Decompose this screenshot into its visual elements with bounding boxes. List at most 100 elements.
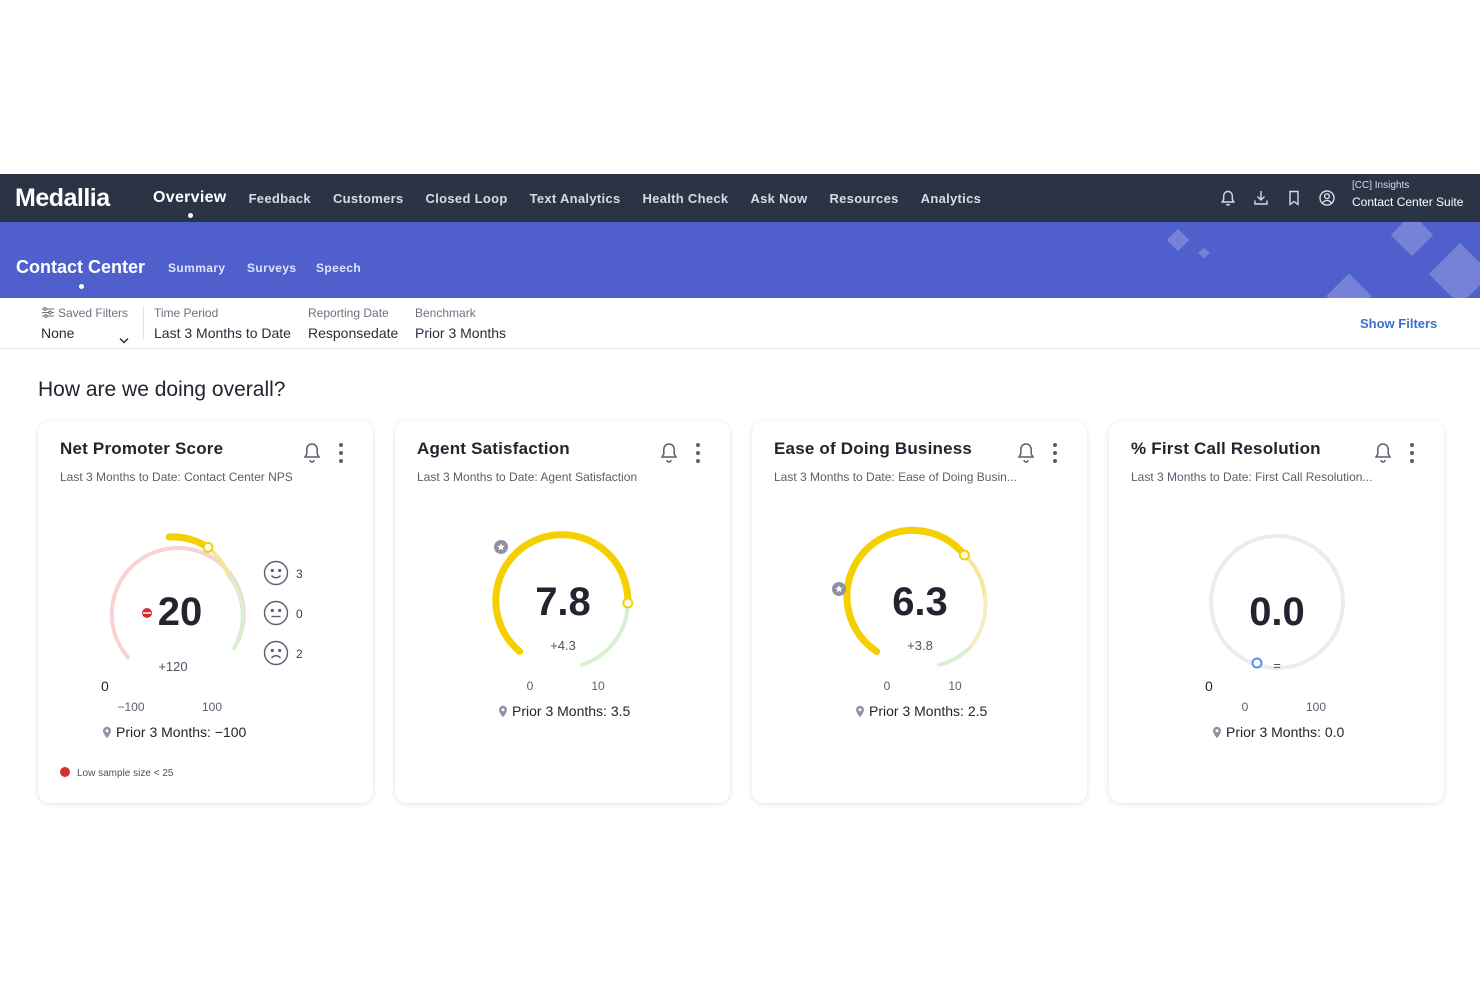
nav-resources[interactable]: Resources <box>829 190 899 206</box>
card-subtitle: Last 3 Months to Date: Agent Satisfactio… <box>417 470 638 484</box>
location-pin-icon <box>103 726 111 739</box>
location-pin-icon <box>856 705 864 718</box>
location-pin-icon <box>1213 726 1221 739</box>
more-options-icon[interactable] <box>335 442 347 464</box>
saved-filters-dropdown[interactable]: Saved Filters None <box>41 306 131 344</box>
time-period-label: Time Period <box>154 306 219 320</box>
nps-card: Net Promoter Score Last 3 Months to Date… <box>38 421 373 803</box>
bell-icon[interactable] <box>1015 441 1037 465</box>
suite-label: [CC] Insights <box>1352 180 1410 191</box>
card-title: Agent Satisfaction <box>417 439 570 458</box>
location-pin-icon <box>499 705 507 718</box>
saved-filters-selected: None <box>41 325 75 341</box>
medallia-logo[interactable]: Medallia <box>15 183 110 212</box>
reporting-date-filter[interactable]: Reporting Date Responsedate <box>308 306 398 341</box>
nav-health-check[interactable]: Health Check <box>642 190 729 206</box>
first-call-resolution-score: 0.0 <box>1249 590 1305 634</box>
suite-selector[interactable]: [CC] Insights Contact Center Suite <box>1352 180 1463 209</box>
saved-filters-value: None <box>41 325 131 344</box>
nav-feedback[interactable]: Feedback <box>248 190 311 206</box>
chevron-down-icon <box>119 337 129 344</box>
banner-decoration <box>1428 242 1480 298</box>
card-subtitle: Last 3 Months to Date: First Call Resolu… <box>1131 470 1373 484</box>
first-call-resolution-delta: = <box>1273 658 1281 673</box>
passives-count: 0 <box>296 607 303 621</box>
reporting-date-value: Responsedate <box>308 325 399 341</box>
ease-of-business-gauge <box>832 526 988 667</box>
download-icon[interactable] <box>1251 188 1271 208</box>
gauge-max-label: 100 <box>201 700 223 714</box>
more-options-icon[interactable] <box>1049 442 1061 464</box>
nav-customers[interactable]: Customers <box>332 190 404 206</box>
ease-of-business-delta: +3.8 <box>907 638 933 653</box>
ease-of-business-card: Ease of Doing Business Last 3 Months to … <box>752 421 1087 803</box>
tab-speech[interactable]: Speech <box>316 261 362 275</box>
more-options-icon[interactable] <box>692 442 704 464</box>
bookmark-icon[interactable] <box>1284 188 1304 208</box>
banner-decoration <box>1326 273 1372 298</box>
agent-satisfaction-gauge <box>492 531 634 667</box>
first-call-resolution-gauge <box>1209 534 1345 670</box>
card-title: Net Promoter Score <box>60 439 224 458</box>
banner-title[interactable]: Contact Center <box>16 257 146 289</box>
prior-period: Prior 3 Months: −100 <box>102 724 246 740</box>
bell-icon[interactable] <box>301 441 323 465</box>
card-subtitle: Last 3 Months to Date: Contact Center NP… <box>60 470 293 484</box>
prior-period: Prior 3 Months: 3.5 <box>498 703 630 719</box>
card-subtitle: Last 3 Months to Date: Ease of Doing Bus… <box>774 470 1017 484</box>
agent-satisfaction-delta: +4.3 <box>550 638 576 653</box>
nav-analytics[interactable]: Analytics <box>920 190 982 206</box>
time-period-value: Last 3 Months to Date <box>154 325 291 341</box>
banner-decoration <box>1390 222 1434 257</box>
promoter-face-icon <box>263 560 289 586</box>
low-sample-note: Low sample size < 25 <box>60 767 173 779</box>
detractor-face-icon <box>263 640 289 666</box>
bell-icon[interactable] <box>1218 188 1238 208</box>
saved-filters-label: Saved Filters <box>41 306 131 320</box>
prior-period-text: Prior 3 Months: 0.0 <box>1226 724 1345 740</box>
prior-period-text: Prior 3 Months: 2.5 <box>869 703 988 719</box>
bell-icon[interactable] <box>1372 441 1394 465</box>
nps-score: 20 <box>157 590 203 634</box>
card-title: % First Call Resolution <box>1131 439 1321 458</box>
time-period-filter[interactable]: Time Period Last 3 Months to Date <box>154 306 291 341</box>
banner-decoration <box>1166 228 1190 252</box>
saved-filters-text: Saved Filters <box>58 306 129 320</box>
tab-surveys[interactable]: Surveys <box>247 261 297 275</box>
gauge-min-label: 0 <box>1241 700 1249 714</box>
top-navbar: Medallia Overview Feedback Customers Clo… <box>0 174 1480 222</box>
filter-bar: Saved Filters None Time Period Last 3 Mo… <box>0 298 1480 349</box>
fcr-side-zero: 0 <box>1205 678 1213 694</box>
card-title: Ease of Doing Business <box>774 439 973 458</box>
nav-text-analytics[interactable]: Text Analytics <box>529 190 621 206</box>
prior-period: Prior 3 Months: 2.5 <box>855 703 987 719</box>
sub-banner: Contact Center Summary Surveys Speech <box>0 222 1480 298</box>
nav-ask-now[interactable]: Ask Now <box>750 190 808 206</box>
reporting-date-label: Reporting Date <box>308 306 389 320</box>
show-filters-button[interactable]: Show Filters <box>1360 316 1438 331</box>
agent-satisfaction-score: 7.8 <box>535 580 591 624</box>
more-options-icon[interactable] <box>1406 442 1418 464</box>
section-title: How are we doing overall? <box>38 378 286 401</box>
suite-name: Contact Center Suite <box>1352 195 1464 209</box>
prior-period: Prior 3 Months: 0.0 <box>1212 724 1344 740</box>
low-sample-dot <box>60 767 70 777</box>
main-nav: Overview Feedback Customers Closed Loop … <box>153 174 1003 222</box>
gauge-max-label: 10 <box>948 679 962 693</box>
user-circle-icon[interactable] <box>1317 188 1337 208</box>
nav-overview[interactable]: Overview <box>153 189 227 218</box>
benchmark-filter[interactable]: Benchmark Prior 3 Months <box>415 306 506 341</box>
promoters-count: 3 <box>296 567 303 581</box>
agent-satisfaction-card: Agent Satisfaction Last 3 Months to Date… <box>395 421 730 803</box>
passive-face-icon <box>263 600 289 626</box>
nps-delta: +120 <box>158 659 188 674</box>
benchmark-label: Benchmark <box>415 306 476 320</box>
nps-side-zero: 0 <box>101 678 109 694</box>
ease-of-business-score: 6.3 <box>892 580 948 624</box>
nav-closed-loop[interactable]: Closed Loop <box>425 190 508 206</box>
gauge-max-label: 10 <box>591 679 605 693</box>
nps-gauge <box>109 533 246 660</box>
tab-summary[interactable]: Summary <box>168 261 226 275</box>
first-call-resolution-card: % First Call Resolution Last 3 Months to… <box>1109 421 1444 803</box>
bell-icon[interactable] <box>658 441 680 465</box>
